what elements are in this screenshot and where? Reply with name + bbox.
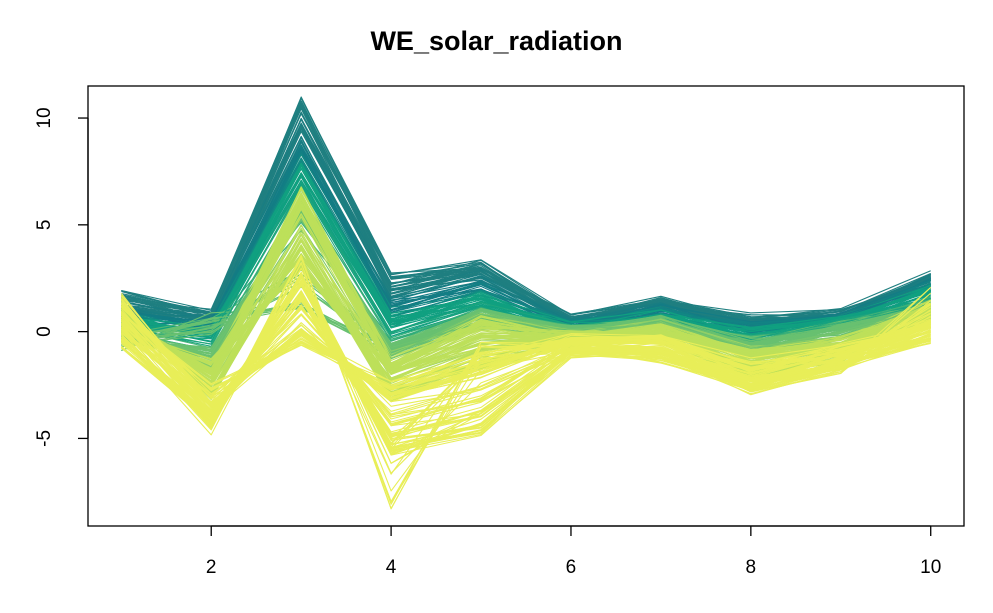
series-line (120, 306, 931, 392)
series-line (121, 213, 931, 370)
series-line (120, 313, 931, 415)
y-tick-label: 5 (34, 220, 55, 231)
x-tick-label: 8 (746, 557, 757, 578)
series-line (121, 146, 931, 331)
x-tick-label: 10 (920, 557, 941, 578)
series-line (121, 267, 931, 375)
chart-title: WE_solar_radiation (370, 26, 623, 56)
x-tick-label: 2 (206, 557, 217, 578)
x-tick-label: 6 (566, 557, 577, 578)
series-line (121, 97, 931, 322)
y-tick-label: 10 (34, 107, 55, 128)
series-line (120, 283, 931, 435)
axes: 2 4 6 8 10 -5 0 5 10 (34, 107, 941, 578)
y-tick-label: -5 (34, 430, 55, 447)
series-lines (120, 96, 932, 510)
series-line (120, 298, 931, 427)
series-line (120, 298, 931, 407)
series-line (120, 320, 931, 389)
series-line (120, 314, 931, 386)
y-tick-label: 0 (34, 326, 55, 337)
x-tick-label: 4 (386, 557, 397, 578)
